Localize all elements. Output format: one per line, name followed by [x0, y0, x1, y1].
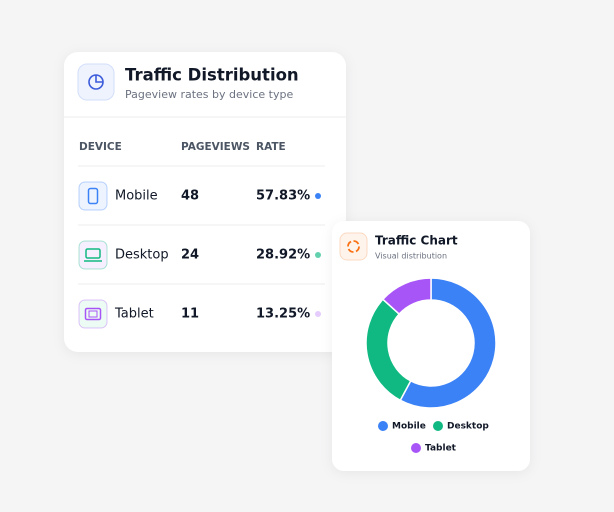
- column-header: PAGEVIEWS: [181, 141, 250, 153]
- pageviews: 24: [181, 248, 199, 263]
- column-header: RATE: [256, 141, 286, 153]
- monitor-glyph: [85, 248, 101, 259]
- device-icon: [78, 240, 108, 270]
- device-name: Tablet: [114, 307, 154, 322]
- rate-dot: [315, 193, 321, 199]
- device-name: Desktop: [115, 248, 169, 263]
- header-icon: [339, 232, 368, 261]
- rate: 28.92%: [256, 248, 310, 263]
- card: [64, 52, 346, 352]
- card: [332, 221, 530, 471]
- pie-icon-slice: [95, 75, 103, 83]
- rate-dot: [315, 252, 321, 258]
- legend-dot: [433, 421, 443, 431]
- legend-label: Tablet: [425, 444, 457, 454]
- legend-label: Desktop: [447, 422, 489, 432]
- phone-glyph: [87, 187, 99, 205]
- rate: 57.83%: [256, 189, 310, 204]
- tablet-glyph: [84, 307, 102, 321]
- traffic-table-card: Traffic Distribution Pageview rates by d…: [64, 52, 346, 352]
- donut-segment: [381, 277, 432, 316]
- device-icon: [78, 299, 108, 329]
- tablet-screen: [88, 310, 98, 318]
- legend-dot: [411, 443, 421, 453]
- chart-title: Traffic Chart: [375, 234, 458, 248]
- legend-label: Mobile: [392, 422, 426, 432]
- donut-segment: [399, 277, 497, 409]
- legend-dot: [378, 421, 388, 431]
- rate: 13.25%: [256, 307, 310, 322]
- rate-dot: [315, 311, 321, 317]
- chart-subtitle: Visual distribution: [375, 252, 447, 261]
- traffic-chart-card: Traffic Chart Visual distribution Mobile…: [332, 221, 530, 471]
- column-header: DEVICE: [79, 141, 122, 153]
- card-subtitle: Pageview rates by device type: [125, 88, 293, 101]
- card-title: Traffic Distribution: [125, 66, 299, 85]
- pageviews: 48: [181, 189, 199, 204]
- chart-icon: [347, 240, 360, 253]
- device-name: Mobile: [115, 189, 158, 204]
- pageviews: 11: [181, 307, 199, 322]
- device-icon: [78, 181, 108, 211]
